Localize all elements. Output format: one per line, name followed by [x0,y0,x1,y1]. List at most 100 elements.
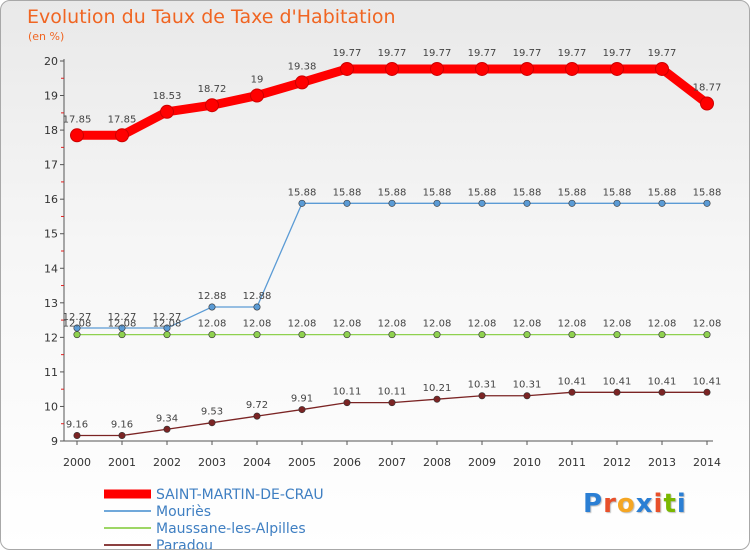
data-label: 12.08 [108,319,137,330]
x-tick-label: 2012 [603,456,631,469]
x-tick-label: 2008 [423,456,451,469]
data-point [73,331,81,339]
data-label: 15.88 [603,187,632,198]
data-label: 15.88 [288,187,317,198]
data-point [655,61,669,76]
data-label: 12.08 [513,319,542,330]
data-point [253,412,261,420]
data-point [565,61,579,76]
x-tick-label: 2009 [468,456,496,469]
data-point [703,331,711,339]
legend-label: Maussane-les-Alpilles [156,521,306,537]
data-label: 15.88 [333,187,362,198]
data-point [298,199,306,207]
y-tick-label: 14 [44,262,58,275]
data-point [568,199,576,207]
data-label: 18.72 [198,84,227,95]
data-label: 10.11 [378,387,407,398]
data-point [343,199,351,207]
y-tick-label: 13 [44,297,58,310]
data-label: 10.21 [423,383,452,394]
data-point [703,199,711,207]
x-tick-label: 2010 [513,456,541,469]
data-label: 19.77 [333,48,362,59]
data-point [388,331,396,339]
data-label: 15.88 [648,187,677,198]
data-point [433,199,441,207]
data-point [610,61,624,76]
data-point [298,406,306,414]
data-label: 10.41 [693,376,722,387]
data-point [253,331,261,339]
data-point [343,399,351,407]
data-label: 19 [251,75,264,86]
data-label: 9.16 [66,419,88,430]
data-label: 15.88 [513,187,542,198]
data-label: 12.08 [378,319,407,330]
y-tick-label: 9 [51,435,58,448]
data-label: 15.88 [468,187,497,198]
y-tick-label: 17 [44,159,58,172]
data-label: 19.77 [603,48,632,59]
data-point [118,331,126,339]
x-tick-label: 2011 [558,456,586,469]
data-point [253,303,261,311]
data-point [118,431,126,439]
data-point [115,128,129,143]
data-point [613,388,621,396]
data-label: 12.08 [558,319,587,330]
data-point [388,199,396,207]
x-tick-label: 2001 [108,456,136,469]
logo-letter: P [583,489,604,519]
logo-letter: i [676,489,687,519]
data-label: 18.77 [693,82,722,93]
x-tick-label: 2003 [198,456,226,469]
logo-letter: t [663,489,677,519]
data-label: 12.08 [648,319,677,330]
chart-title: Evolution du Taux de Taxe d'Habitation [27,6,396,28]
data-label: 12.08 [693,319,722,330]
data-label: 19.77 [648,48,677,59]
data-label: 12.08 [468,319,497,330]
data-label: 17.85 [63,114,92,125]
legend-label: SAINT-MARTIN-DE-CRAU [156,487,324,503]
data-label: 10.41 [558,376,587,387]
data-label: 19.38 [288,61,317,72]
chart-subtitle: (en %) [28,30,65,43]
x-tick-label: 2007 [378,456,406,469]
data-point [160,104,174,119]
data-label: 9.53 [201,407,223,418]
data-point [703,388,711,396]
data-point [385,61,399,76]
data-label: 10.31 [513,380,542,391]
logo-letter: x [635,489,654,519]
data-point [478,199,486,207]
y-tick-label: 10 [44,400,58,413]
data-label: 18.53 [153,91,182,102]
y-tick-label: 20 [44,55,58,68]
x-tick-label: 2000 [63,456,91,469]
data-point [658,199,666,207]
data-point [478,392,486,400]
series-line-0 [72,64,712,140]
data-label: 10.11 [333,387,362,398]
data-point [478,331,486,339]
data-label: 12.08 [333,319,362,330]
data-point [388,399,396,407]
data-point [430,61,444,76]
x-tick-label: 2006 [333,456,361,469]
legend-label: Mouriès [156,504,211,520]
data-label: 19.77 [378,48,407,59]
data-label: 12.08 [603,319,632,330]
x-tick-label: 2005 [288,456,316,469]
y-tick-label: 18 [44,124,58,137]
data-label: 9.34 [156,413,178,424]
data-label: 15.88 [423,187,452,198]
data-label: 9.91 [291,394,313,405]
data-point [433,395,441,403]
data-point [205,98,219,113]
data-point [340,61,354,76]
data-label: 10.41 [648,376,677,387]
